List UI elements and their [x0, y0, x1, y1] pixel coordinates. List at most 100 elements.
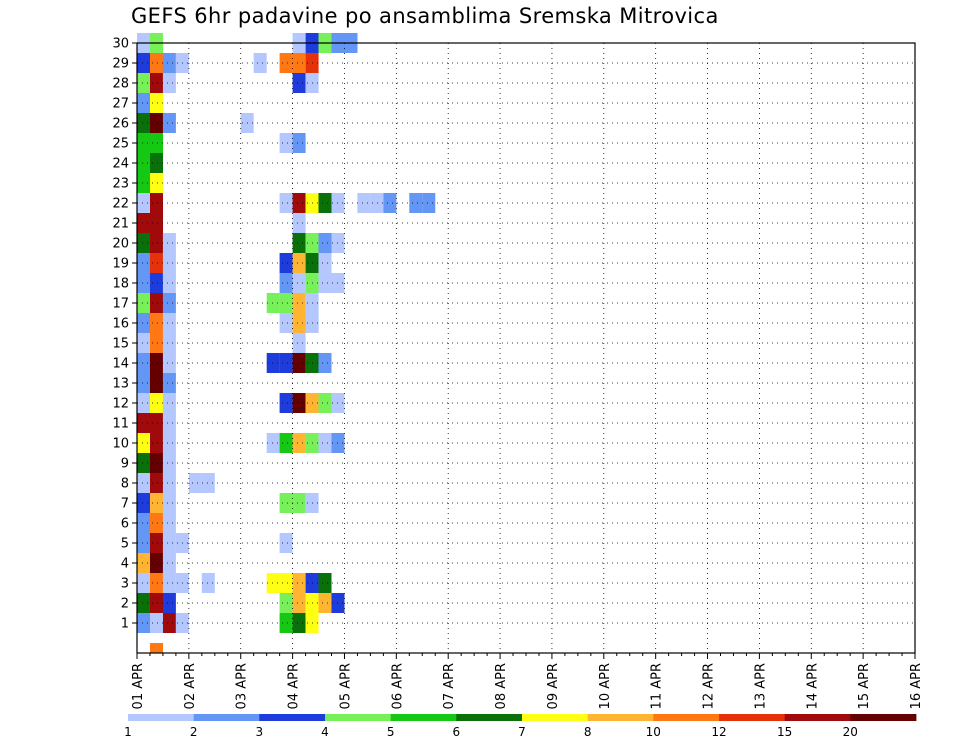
heatmap-cell	[162, 273, 176, 293]
heatmap-cell	[137, 533, 150, 553]
heatmap-cell	[279, 313, 293, 333]
heatmap-cell	[292, 73, 306, 93]
heatmap-cell	[292, 333, 306, 353]
x-tick-label: 16 APR	[909, 663, 924, 709]
heatmap-cell	[292, 273, 306, 293]
heatmap-cell	[292, 133, 306, 153]
heatmap-cell	[150, 493, 163, 513]
y-tick-label: 15	[112, 337, 129, 352]
y-tick-label: 3	[121, 577, 129, 592]
y-tick-label: 30	[112, 37, 129, 52]
x-tick-label: 10 APR	[598, 663, 613, 709]
heatmap-cell	[292, 613, 306, 633]
heatmap-cell	[266, 573, 280, 593]
y-tick-label: 7	[121, 497, 129, 512]
heatmap-cell	[266, 293, 280, 313]
heatmap-cell	[188, 473, 202, 493]
heatmap-cell	[162, 493, 176, 513]
heatmap-cell	[292, 493, 306, 513]
colorbar-label: 20	[843, 725, 858, 739]
heatmap-cell	[409, 193, 423, 213]
heatmap-cell	[137, 73, 150, 93]
colorbar-label: 5	[387, 725, 395, 739]
heatmap-cell	[318, 573, 332, 593]
heatmap-cell	[150, 593, 163, 613]
heatmap-cell	[292, 253, 306, 273]
heatmap-cell	[150, 313, 163, 333]
x-tick-label: 14 APR	[805, 663, 820, 709]
heatmap-cell	[137, 433, 150, 453]
x-tick-label: 07 APR	[442, 663, 457, 709]
heatmap-cell	[279, 273, 293, 293]
colorbar-swatch	[193, 714, 260, 721]
x-tick-label: 13 APR	[753, 663, 768, 709]
heatmap-cell	[137, 553, 150, 573]
heatmap-cell	[137, 253, 150, 273]
heatmap-cell	[318, 353, 332, 373]
x-tick-label: 06 APR	[390, 663, 405, 709]
heatmap-cell	[162, 293, 176, 313]
heatmap-cell	[292, 593, 306, 613]
heatmap-cell	[137, 373, 150, 393]
heatmap-cell	[150, 133, 163, 153]
colorbar-label: 1	[124, 725, 132, 739]
heatmap-cell	[137, 333, 150, 353]
heatmap-cell	[279, 493, 293, 513]
heatmap-cell	[279, 393, 293, 413]
heatmap-cell	[266, 353, 280, 373]
heatmap-cell	[150, 333, 163, 353]
heatmap-cell	[279, 253, 293, 273]
heatmap-cell	[279, 293, 293, 313]
heatmap-cell	[137, 273, 150, 293]
heatmap-cell	[150, 353, 163, 373]
heatmap-cell	[150, 253, 163, 273]
colorbar-label: 12	[711, 725, 726, 739]
heatmap-cell	[422, 193, 436, 213]
heatmap-cell	[137, 453, 150, 473]
colorbar-swatch	[719, 714, 786, 721]
heatmap-cell	[357, 193, 371, 213]
heatmap-cell	[150, 273, 163, 293]
x-tick-label: 11 APR	[650, 663, 665, 709]
heatmap-cell	[150, 213, 163, 233]
colorbar-swatch	[259, 714, 326, 721]
heatmap-cell	[292, 313, 306, 333]
heatmap-cell	[150, 533, 163, 553]
heatmap-cell	[279, 133, 293, 153]
heatmap-cell	[150, 473, 163, 493]
colorbar-label: 4	[321, 725, 329, 739]
heatmap-cell	[292, 193, 306, 213]
y-tick-label: 13	[112, 377, 129, 392]
heatmap-cell	[137, 393, 150, 413]
y-tick-label: 18	[112, 277, 129, 292]
heatmap-cell	[137, 113, 150, 133]
heatmap-cell	[162, 253, 176, 273]
heatmap-cell	[292, 433, 306, 453]
heatmap-cell	[162, 333, 176, 353]
heatmap-cell	[279, 193, 293, 213]
colorbar-label: 8	[584, 725, 592, 739]
plot-frame	[136, 42, 916, 654]
heatmap-cell	[150, 93, 163, 113]
heatmap-cell	[318, 433, 332, 453]
heatmap-cell	[150, 53, 163, 73]
y-tick-label: 9	[121, 457, 129, 472]
heatmap-cell	[292, 393, 306, 413]
heatmap-cell	[137, 213, 150, 233]
x-tick-label: 04 APR	[287, 663, 302, 709]
heatmap-cell	[162, 373, 176, 393]
heatmap-cell	[137, 573, 150, 593]
heatmap-cell	[201, 473, 215, 493]
y-tick-label: 20	[112, 237, 129, 252]
heatmap-cell	[292, 293, 306, 313]
y-tick-label: 5	[121, 537, 129, 552]
heatmap-cell	[162, 593, 176, 613]
heatmap-cell	[162, 353, 176, 373]
chart-title: GEFS 6hr padavine po ansamblima Sremska …	[131, 4, 719, 28]
y-tick-label: 16	[112, 317, 129, 332]
heatmap-cell	[162, 433, 176, 453]
heatmap-cell	[253, 53, 267, 73]
y-tick-label: 12	[112, 397, 129, 412]
heatmap-cell	[137, 173, 150, 193]
heatmap-cell	[162, 73, 176, 93]
